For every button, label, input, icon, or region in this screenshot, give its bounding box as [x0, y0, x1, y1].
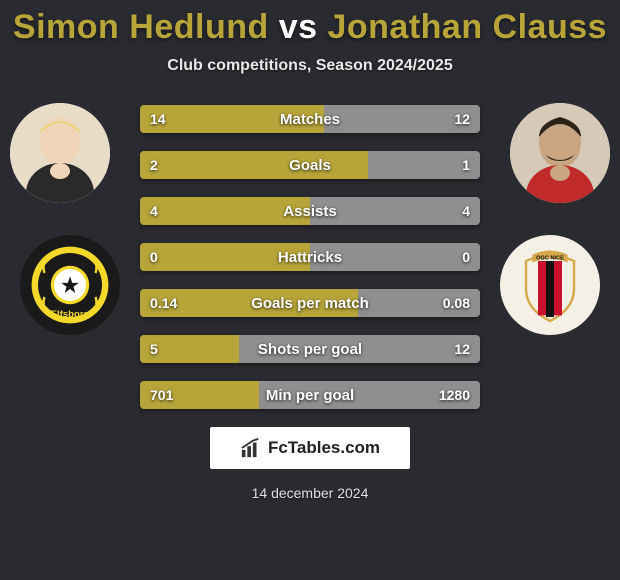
stat-bars: 1412Matches21Goals44Assists00Hattricks0.… — [140, 103, 480, 409]
stat-value-left: 5 — [150, 335, 158, 363]
stat-value-left: 0.14 — [150, 289, 177, 317]
svg-text:Elfsborg: Elfsborg — [51, 309, 90, 320]
stat-value-left: 2 — [150, 151, 158, 179]
stat-value-right: 0.08 — [443, 289, 470, 317]
bar-left — [140, 243, 310, 271]
player1-avatar-svg — [10, 103, 110, 203]
player1-club-badge: Elfsborg — [20, 235, 120, 335]
stat-row: 00Hattricks — [140, 243, 480, 271]
stat-value-left: 0 — [150, 243, 158, 271]
stat-value-right: 12 — [454, 335, 470, 363]
bar-left — [140, 105, 324, 133]
comparison-title: Simon Hedlund vs Jonathan Clauss — [0, 0, 620, 47]
bar-left — [140, 197, 310, 225]
subtitle: Club competitions, Season 2024/2025 — [0, 57, 620, 75]
date-text: 14 december 2024 — [0, 485, 620, 501]
stat-value-right: 1 — [462, 151, 470, 179]
bar-left — [140, 151, 368, 179]
bar-right — [239, 335, 480, 363]
stat-value-right: 0 — [462, 243, 470, 271]
stat-row: 44Assists — [140, 197, 480, 225]
player1-name: Simon Hedlund — [13, 8, 269, 46]
player1-avatar — [10, 103, 110, 203]
footer-logo: FcTables.com — [210, 427, 410, 469]
stat-value-left: 701 — [150, 381, 173, 409]
nice-badge-svg: OGC NICE — [510, 245, 590, 325]
stat-row: 0.140.08Goals per match — [140, 289, 480, 317]
comparison-content: Elfsborg OGC NICE 1412Matches21Goals44As… — [0, 103, 620, 409]
stat-row: 21Goals — [140, 151, 480, 179]
player2-avatar — [510, 103, 610, 203]
stat-row: 1412Matches — [140, 105, 480, 133]
stat-value-right: 4 — [462, 197, 470, 225]
chart-icon — [240, 437, 262, 459]
stat-value-right: 12 — [454, 105, 470, 133]
stat-value-right: 1280 — [439, 381, 470, 409]
vs-text: vs — [279, 8, 318, 46]
stat-row: 7011280Min per goal — [140, 381, 480, 409]
footer-brand-text: FcTables.com — [268, 438, 380, 458]
stat-row: 512Shots per goal — [140, 335, 480, 363]
player2-name: Jonathan Clauss — [327, 8, 607, 46]
stat-value-left: 4 — [150, 197, 158, 225]
bar-right — [310, 197, 480, 225]
stat-value-left: 14 — [150, 105, 166, 133]
player2-avatar-svg — [510, 103, 610, 203]
bar-right — [310, 243, 480, 271]
player2-club-badge: OGC NICE — [500, 235, 600, 335]
svg-text:OGC NICE: OGC NICE — [536, 255, 564, 261]
elfsborg-badge-svg: Elfsborg — [30, 245, 110, 325]
